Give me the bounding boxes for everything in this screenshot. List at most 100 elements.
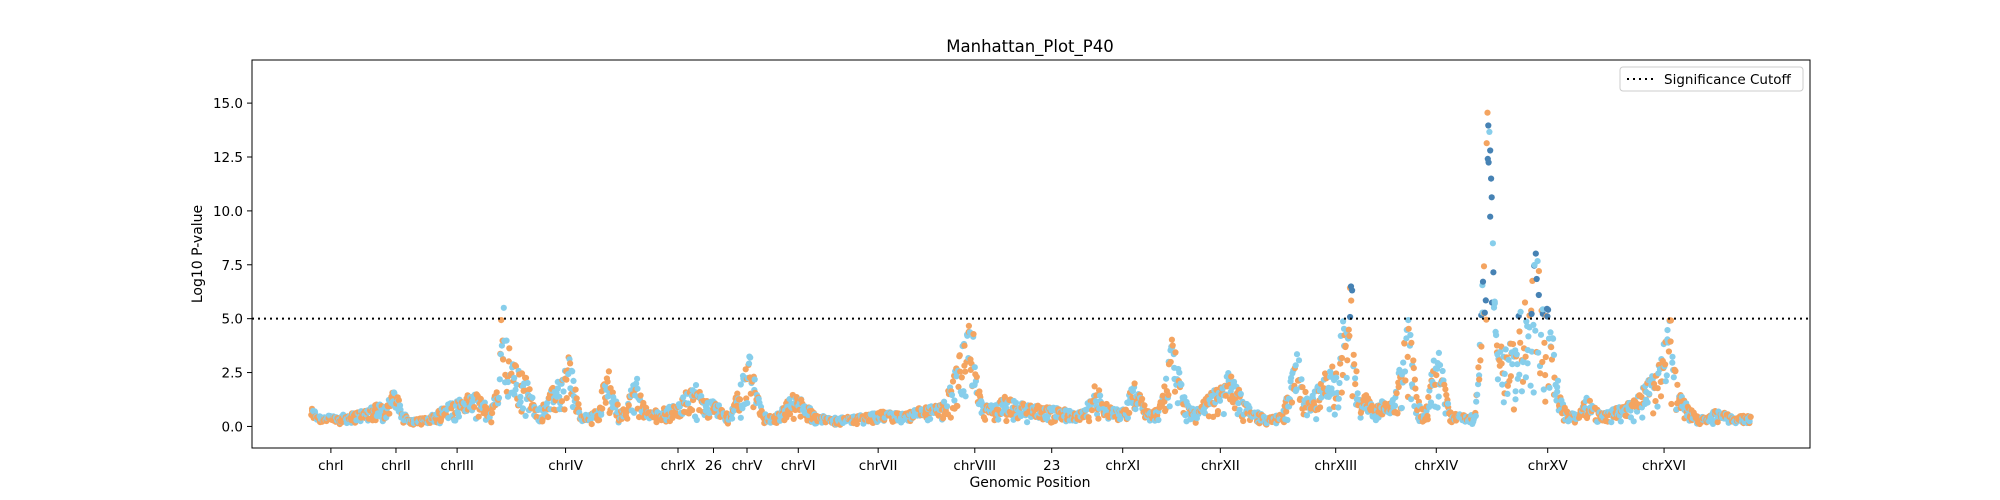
data-point xyxy=(386,410,393,417)
x-tick-label: chrXIV xyxy=(1414,458,1459,474)
data-point xyxy=(1167,358,1174,366)
data-point xyxy=(529,394,536,401)
data-point xyxy=(556,393,563,400)
data-point xyxy=(1630,418,1637,425)
x-tick-label: chrVIII xyxy=(953,458,996,474)
data-point xyxy=(1512,388,1519,395)
data-point xyxy=(575,401,582,408)
data-point xyxy=(1344,357,1351,364)
data-point xyxy=(1352,375,1359,382)
data-point xyxy=(1546,384,1553,391)
data-point xyxy=(1667,338,1674,345)
data-point xyxy=(1517,339,1524,346)
data-point xyxy=(956,352,963,359)
data-point xyxy=(1638,393,1645,401)
x-tick-label: chrIX xyxy=(661,458,696,474)
data-point xyxy=(1548,344,1555,351)
data-point xyxy=(1488,175,1495,182)
x-tick-label: chrXV xyxy=(1528,458,1569,474)
data-point xyxy=(1480,263,1488,270)
data-point xyxy=(1482,297,1489,304)
data-point xyxy=(1126,409,1133,416)
data-point xyxy=(1161,383,1168,390)
data-point xyxy=(1178,381,1185,388)
data-point xyxy=(1220,411,1227,418)
data-point xyxy=(1401,368,1409,375)
data-point xyxy=(1095,415,1102,422)
data-point xyxy=(1518,388,1525,395)
x-tick-label: chrIII xyxy=(440,458,473,474)
data-point xyxy=(1155,416,1162,424)
data-point xyxy=(1165,391,1172,398)
data-point xyxy=(1485,122,1492,129)
data-point xyxy=(1654,385,1661,392)
data-point xyxy=(1326,406,1333,413)
data-point xyxy=(500,356,507,363)
data-point xyxy=(1303,412,1311,419)
y-tick-label: 5.0 xyxy=(222,312,243,328)
data-point xyxy=(692,382,700,389)
data-point xyxy=(1537,331,1545,338)
data-point xyxy=(1657,393,1665,400)
data-point xyxy=(1474,391,1481,398)
data-point xyxy=(1486,128,1493,135)
data-point xyxy=(614,401,621,408)
data-point xyxy=(733,402,741,409)
data-point xyxy=(1434,404,1441,411)
data-point xyxy=(493,389,500,396)
data-point xyxy=(1550,335,1557,342)
data-point xyxy=(1342,342,1349,349)
data-point xyxy=(1662,378,1669,385)
data-point xyxy=(703,405,711,412)
data-point xyxy=(1410,357,1417,364)
data-point xyxy=(1214,408,1222,415)
data-point xyxy=(1505,356,1512,363)
data-point xyxy=(1442,386,1449,393)
data-point xyxy=(1509,361,1516,368)
data-point xyxy=(1608,419,1615,426)
data-point xyxy=(570,377,577,384)
data-point xyxy=(970,331,977,338)
data-point xyxy=(1522,353,1529,360)
data-point xyxy=(477,395,484,402)
data-point xyxy=(742,366,749,373)
data-point xyxy=(1554,377,1562,384)
data-point xyxy=(1481,309,1488,316)
data-point xyxy=(1542,354,1549,361)
data-point xyxy=(1669,353,1676,360)
data-point xyxy=(1435,349,1442,356)
data-point xyxy=(1357,414,1364,421)
data-point xyxy=(1288,399,1296,406)
data-point xyxy=(599,405,606,412)
data-point xyxy=(1487,213,1494,220)
data-point xyxy=(995,416,1002,423)
data-point xyxy=(736,396,744,403)
data-point xyxy=(1502,346,1509,353)
data-point xyxy=(503,337,510,344)
data-point xyxy=(563,376,570,383)
x-tick-label: chrXII xyxy=(1201,458,1240,474)
data-point xyxy=(506,345,513,352)
data-point xyxy=(438,415,445,422)
data-point xyxy=(634,375,641,382)
data-point xyxy=(495,394,503,401)
x-tick-label: 26 xyxy=(705,458,722,474)
data-point xyxy=(1489,240,1496,247)
data-point xyxy=(1404,353,1411,360)
data-point xyxy=(973,373,980,380)
data-point xyxy=(1652,398,1659,405)
data-point xyxy=(944,403,951,410)
data-point xyxy=(511,374,518,381)
data-point xyxy=(637,392,644,399)
data-point xyxy=(1236,406,1243,413)
data-point xyxy=(1439,367,1446,375)
data-point xyxy=(504,393,512,400)
data-point xyxy=(1665,348,1672,355)
data-point xyxy=(747,354,754,361)
data-point xyxy=(524,379,531,387)
x-tick-label: chrI xyxy=(318,458,344,474)
data-point xyxy=(1353,368,1360,375)
data-point xyxy=(1124,414,1131,421)
data-point xyxy=(962,368,969,375)
data-point xyxy=(505,378,512,386)
